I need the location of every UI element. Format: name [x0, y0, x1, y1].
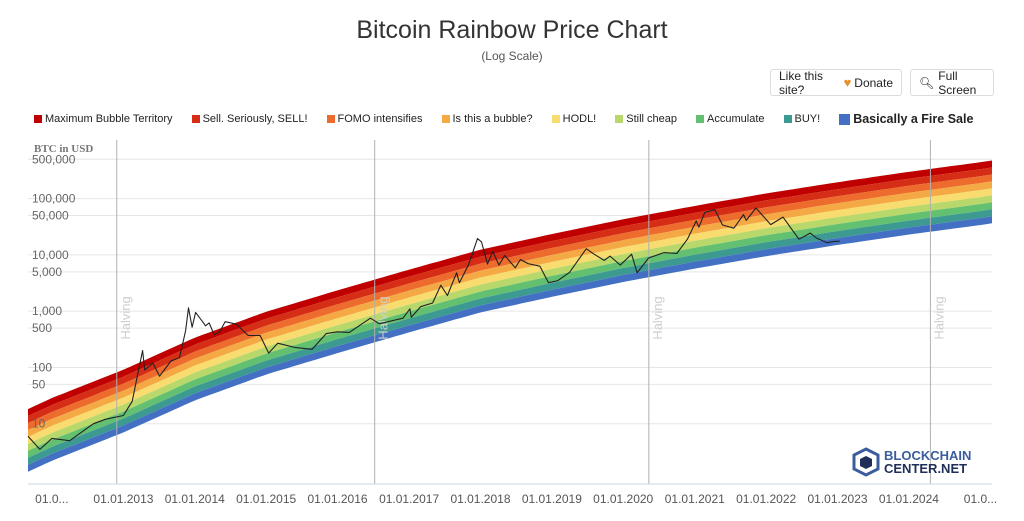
legend-swatch: [191, 115, 200, 123]
y-tick-label: 50,000: [32, 209, 69, 223]
x-tick-label: 01.01.2021: [665, 492, 725, 506]
logo-line-1: BLOCKCHAIN: [884, 448, 972, 463]
legend-label: Maximum Bubble Territory: [45, 113, 173, 125]
x-tick-label: 01.01.2016: [308, 492, 368, 506]
cube-logo-icon: [852, 447, 880, 477]
y-tick-label: 5,000: [32, 265, 62, 279]
halving-label: Halving: [376, 296, 391, 339]
legend-swatch: [696, 115, 705, 123]
legend-swatch: [839, 113, 851, 125]
legend-swatch: [34, 115, 42, 123]
chart-title: Bitcoin Rainbow Price Chart: [356, 16, 668, 44]
x-tick-label: 01.01.2013: [93, 492, 153, 506]
halving-label: Halving: [118, 296, 133, 339]
legend-item[interactable]: BUY!: [783, 113, 821, 125]
legend-swatch: [551, 115, 560, 123]
legend-label: Still cheap: [626, 113, 678, 125]
x-tick-label: 01.0...: [35, 492, 68, 506]
legend-label: Sell. Seriously, SELL!: [202, 113, 308, 125]
x-tick-label: 01.01.2022: [736, 492, 796, 506]
y-tick-label: 100: [32, 360, 52, 374]
legend-swatch: [441, 115, 450, 123]
legend-item[interactable]: FOMO intensifies: [326, 113, 423, 125]
y-tick-label: 500,000: [32, 152, 76, 166]
legend-label: HODL!: [562, 113, 597, 125]
x-tick-label: 01.01.2018: [450, 492, 510, 506]
y-tick-label: 100,000: [32, 192, 76, 206]
x-tick-label: 01.01.2020: [593, 492, 653, 506]
chart-subtitle: (Log Scale): [481, 49, 543, 63]
x-tick-label: 01.0...: [964, 492, 997, 506]
legend-item[interactable]: Accumulate: [696, 113, 765, 125]
legend-label: Accumulate: [707, 113, 765, 125]
legend-label: BUY!: [794, 113, 821, 125]
x-tick-label: 01.01.2019: [522, 492, 582, 506]
legend-label: Is this a bubble?: [452, 113, 533, 125]
legend-item[interactable]: Is this a bubble?: [441, 113, 533, 125]
price-line: [27, 207, 840, 450]
heart-icon: ♥: [843, 75, 852, 90]
blockchaincenter-logo: BLOCKCHAIN CENTER.NET: [852, 447, 971, 477]
legend-item[interactable]: Maximum Bubble Territory: [34, 113, 173, 125]
fullscreen-label: Full Screen: [938, 68, 977, 97]
x-tick-label: 01.01.2014: [165, 492, 225, 506]
y-tick-label: 500: [32, 321, 52, 335]
y-tick-label: 1,000: [32, 304, 62, 318]
x-tick-label: 01.01.2017: [379, 492, 439, 506]
donate-button[interactable]: Like this site? ♥ Donate: [770, 68, 902, 97]
legend-swatch: [615, 115, 624, 123]
logo-line-2: CENTER.NET: [884, 461, 968, 476]
legend-item[interactable]: Basically a Fire Sale: [839, 112, 973, 126]
x-tick-label: 01.01.2015: [236, 492, 296, 506]
x-tick-label: 01.01.2024: [879, 492, 939, 506]
donate-prefix: Like this site?: [779, 68, 824, 97]
halving-label: Halving: [650, 296, 665, 339]
legend-swatch: [783, 115, 792, 123]
y-tick-label: 50: [32, 377, 46, 391]
legend-item[interactable]: HODL!: [551, 113, 597, 125]
legend-item[interactable]: Still cheap: [615, 113, 677, 125]
donate-label: Donate: [854, 75, 893, 90]
legend-label: FOMO intensifies: [337, 113, 423, 125]
y-axis-title: BTC in USD: [34, 143, 93, 155]
halving-label: Halving: [931, 296, 946, 339]
x-tick-label: 01.01.2023: [807, 492, 867, 506]
legend-swatch: [326, 115, 335, 123]
legend-item[interactable]: Sell. Seriously, SELL!: [191, 113, 308, 125]
legend-label: Basically a Fire Sale: [853, 112, 974, 126]
y-tick-label: 10,000: [32, 248, 69, 262]
fullscreen-button[interactable]: 🔍︎ Full Screen: [910, 68, 994, 97]
magnifier-icon: 🔍︎: [919, 75, 935, 90]
y-tick-label: 10: [32, 417, 46, 431]
chart-legend: Maximum Bubble Territory Sell. Seriously,…: [34, 110, 994, 128]
